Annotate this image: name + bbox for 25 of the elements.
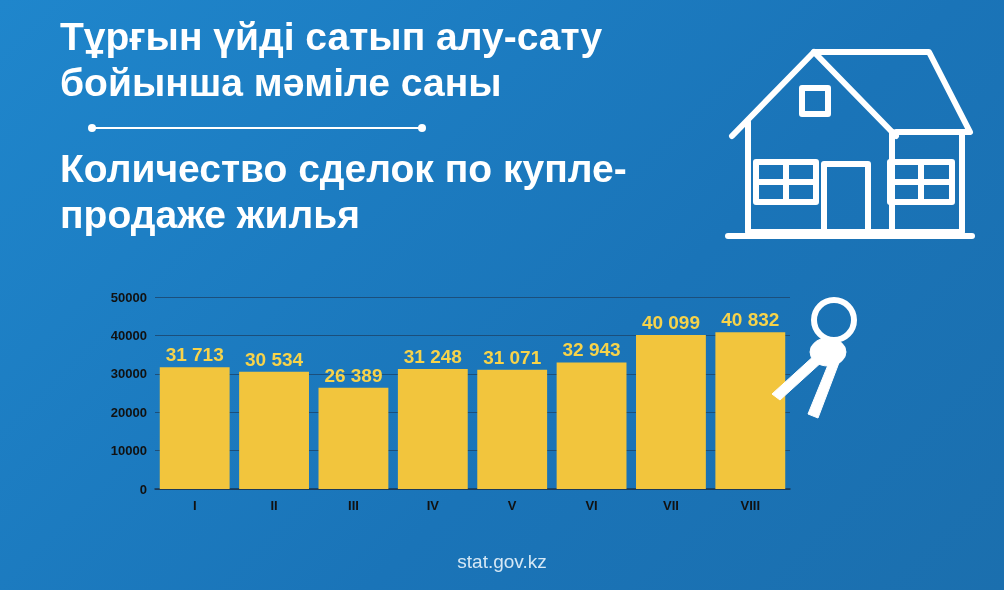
y-tick-label: 40000: [110, 327, 147, 343]
y-tick-label: 50000: [110, 289, 147, 305]
data-label: 40 832: [721, 309, 780, 331]
chart-title: Тұрғын үйді сатып алу-сату бойынша мәміле саны: [60, 14, 604, 106]
x-tick-label: VI: [585, 498, 598, 513]
x-tick-label: III: [348, 498, 359, 513]
y-tick-label: 30000: [110, 366, 147, 382]
x-tick-label: I: [192, 498, 197, 513]
data-label: 31 071: [483, 346, 542, 368]
x-tick-label: V: [507, 498, 517, 513]
y-tick-label: 0: [139, 481, 147, 497]
data-label: 26 389: [324, 364, 383, 386]
data-label: 32 943: [562, 339, 621, 361]
x-tick-label: II: [270, 498, 278, 513]
x-tick-label: VIII: [740, 498, 761, 513]
data-label: 40 099: [641, 312, 700, 334]
data-label: 31 248: [403, 346, 462, 368]
y-tick-label: 10000: [110, 443, 147, 459]
x-tick-label: VII: [662, 498, 679, 513]
text: stat.gov.kz: [457, 551, 547, 572]
x-tick-label: IV: [426, 498, 440, 513]
data-label: 30 534: [245, 348, 304, 370]
data-label: 31 713: [165, 344, 224, 366]
y-tick-label: 20000: [110, 404, 147, 420]
chart-subtitle: Количество сделок по купле-продаже жилья: [60, 146, 628, 238]
